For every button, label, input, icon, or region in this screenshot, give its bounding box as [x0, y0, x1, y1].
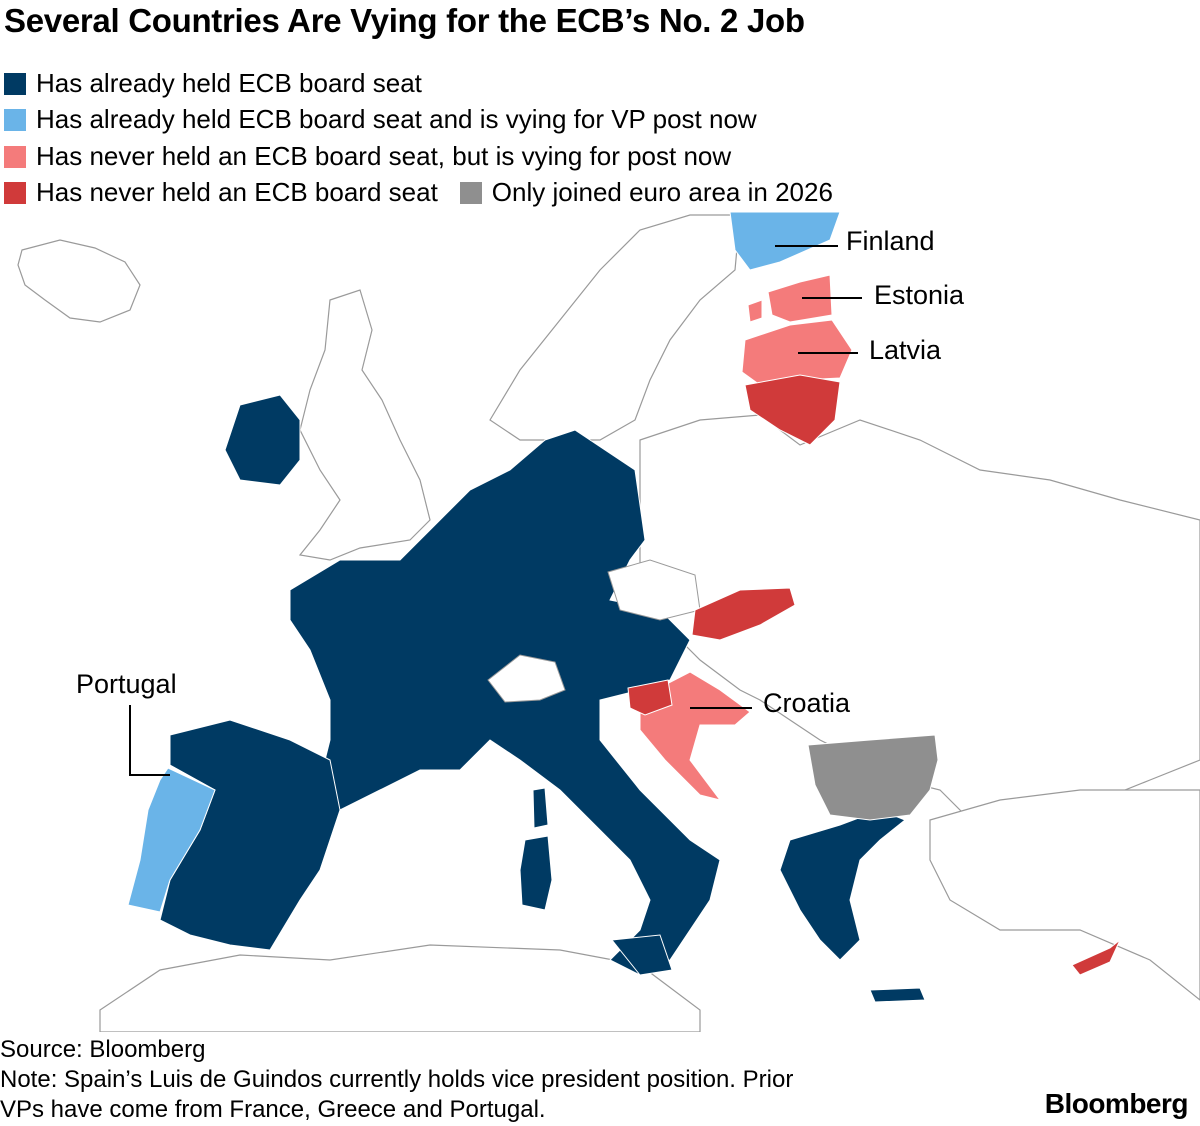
sicily-shape: [611, 934, 673, 976]
legend-label: Has already held ECB board seat: [36, 68, 422, 98]
finland-label: Finland: [846, 226, 935, 256]
latvia-shape: [741, 319, 853, 386]
europe-map: [17, 212, 1200, 1032]
legend-swatch-grey: [459, 181, 482, 204]
bloomberg-logo: Bloomberg: [1044, 1088, 1189, 1119]
bulgaria-shape: [807, 734, 939, 821]
estonia-island-shape: [747, 299, 763, 323]
estonia-label: Estonia: [874, 280, 965, 310]
uk-shape: [298, 289, 431, 561]
portugal-leader-line: [129, 705, 170, 776]
legend-item-held-seat-vying: Has already held ECB board seat and is v…: [4, 104, 757, 135]
legend-label: Has never held an ECB board seat: [36, 177, 438, 207]
lithuania-shape: [744, 374, 841, 446]
legend-item-held-seat: Has already held ECB board seat: [4, 68, 422, 99]
legend-item-never-held-vying: Has never held an ECB board seat, but is…: [4, 141, 731, 172]
note-line-1: Note: Spain’s Luis de Guindos currently …: [0, 1066, 794, 1093]
crete-shape: [869, 987, 926, 1003]
portugal-shape: [127, 767, 216, 913]
legend-label: Has already held ECB board seat and is v…: [36, 104, 757, 134]
north-africa-shape: [99, 944, 701, 1032]
estonia-shape: [767, 274, 833, 323]
source-note: Source: Bloomberg: [0, 1036, 206, 1063]
note-line-2: VPs have come from France, Greece and Po…: [0, 1096, 546, 1123]
scandinavia-shape: [489, 214, 741, 441]
chart-title: Several Countries Are Vying for the ECB’…: [4, 2, 805, 39]
greece-shape: [779, 809, 906, 961]
legend-item-never-held: Has never held an ECB board seat Only jo…: [4, 177, 833, 208]
legend-swatch-pink: [4, 145, 26, 168]
legend-swatch-dark-blue: [4, 72, 26, 95]
legend-swatch-light-blue: [4, 108, 26, 131]
finland-shape: [729, 212, 841, 271]
cyprus-shape: [1071, 939, 1121, 976]
latvia-label: Latvia: [869, 335, 942, 365]
legend-label: Has never held an ECB board seat, but is…: [36, 141, 732, 171]
anatolia-shape: [929, 789, 1200, 1001]
switzerland-shape: [487, 654, 566, 703]
sardinia-shape: [519, 835, 553, 911]
croatia-label: Croatia: [763, 688, 851, 718]
legend-label: Only joined euro area in 2026: [491, 177, 833, 207]
slovenia-shape: [627, 679, 673, 716]
corsica-shape: [532, 787, 549, 829]
legend-item-joined-2026: Only joined euro area in 2026: [459, 177, 833, 208]
ireland-shape: [224, 394, 301, 486]
portugal-label: Portugal: [76, 669, 177, 699]
legend-swatch-red: [4, 181, 26, 204]
iceland-shape: [17, 239, 141, 323]
slovakia-shape: [691, 587, 796, 641]
